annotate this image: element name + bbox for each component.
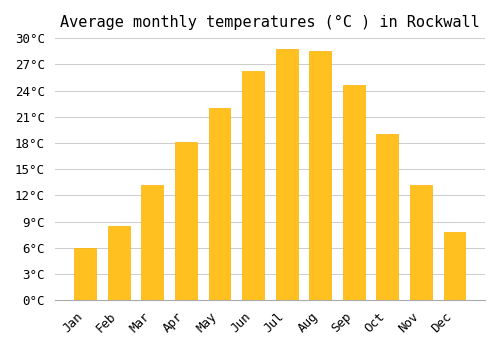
Bar (208, 108, 231, 300)
Bar (142, 185, 164, 300)
Bar (242, 71, 264, 300)
Bar (74, 248, 96, 300)
Bar (376, 134, 398, 300)
Title: Average monthly temperatures (°C ) in Rockwall: Average monthly temperatures (°C ) in Ro… (60, 15, 480, 30)
Bar (410, 185, 432, 300)
Bar (175, 142, 197, 300)
Bar (444, 232, 466, 300)
Bar (276, 49, 297, 300)
Bar (343, 85, 364, 300)
Bar (108, 226, 130, 300)
Bar (310, 51, 331, 300)
